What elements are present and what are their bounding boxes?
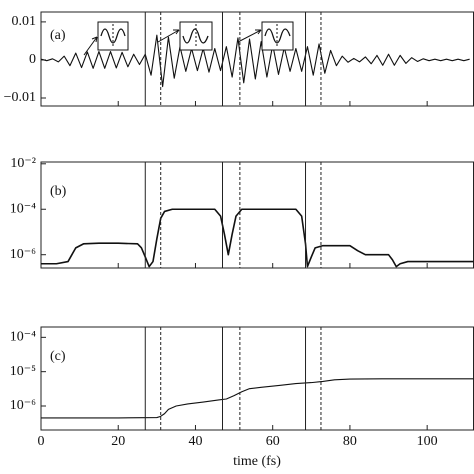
data-line — [41, 208, 474, 268]
x-tick-label: 20 — [111, 434, 125, 449]
x-tick-label: 40 — [188, 434, 202, 449]
y-tick-label: 10⁻⁴ — [10, 201, 36, 216]
inset-3 — [237, 21, 294, 51]
y-tick-label: 0 — [29, 52, 36, 67]
insets — [83, 21, 294, 56]
x-tick-label: 100 — [417, 434, 438, 449]
plot-frame — [40, 161, 474, 269]
x-tick-label: 0 — [38, 434, 45, 449]
panel-label: (a) — [50, 28, 66, 43]
y-tick-label: −0.01 — [4, 90, 36, 105]
panel-label: (c) — [50, 349, 66, 364]
y-tick-label: 10⁻⁵ — [10, 364, 36, 379]
data-line — [41, 378, 474, 419]
data-line — [40, 34, 470, 88]
y-tick-label: 10⁻² — [10, 156, 36, 171]
x-tick-label: 60 — [266, 434, 280, 449]
y-tick-label: 10⁻⁶ — [10, 247, 36, 262]
y-tick-label: 10⁻⁴ — [10, 330, 36, 345]
inset-1 — [83, 21, 129, 56]
panel-label: (b) — [50, 184, 67, 199]
x-axis-label: time (fs) — [233, 454, 281, 469]
x-tick-label: 80 — [343, 434, 357, 449]
inset-2 — [157, 21, 213, 51]
y-tick-label: 0.01 — [12, 14, 37, 29]
y-tick-label: 10⁻⁶ — [10, 398, 36, 413]
